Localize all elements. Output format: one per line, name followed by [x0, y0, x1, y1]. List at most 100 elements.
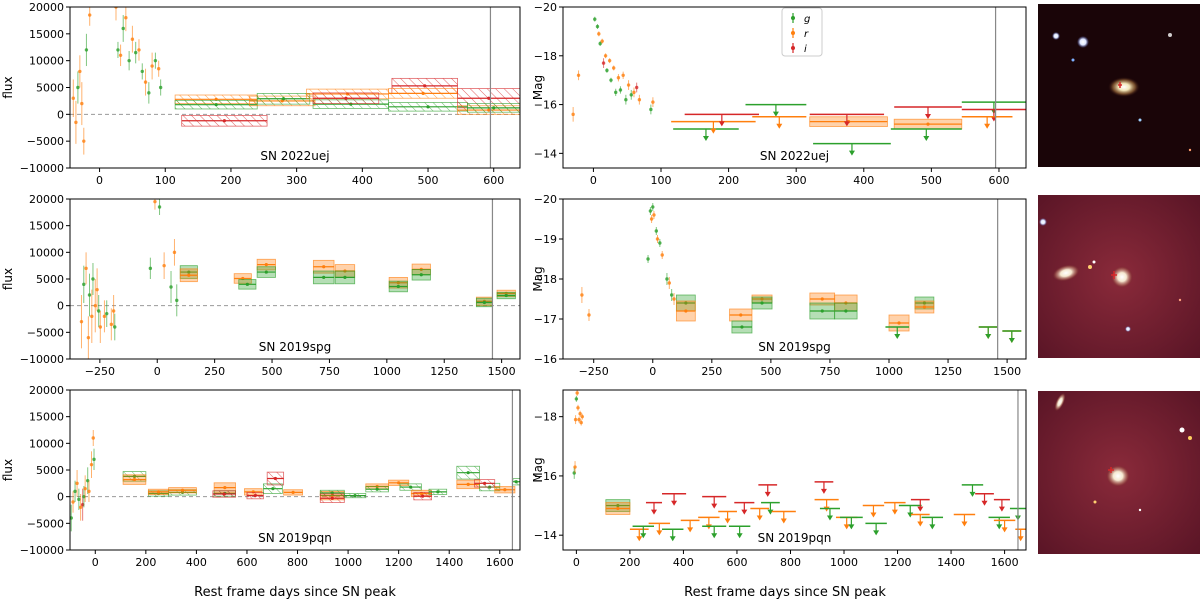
y-tick-label: −5000 — [27, 135, 64, 148]
data-point — [651, 205, 655, 209]
data-point — [109, 322, 114, 327]
panel-mag-1: −250 0 250 500 750 1000 1250 1500 −16 −17 −18 −19 −2… — [531, 193, 1027, 378]
x-tick-label: 250 — [204, 365, 225, 378]
bin-point — [322, 275, 326, 279]
bin-point — [740, 325, 744, 329]
bin-point — [684, 309, 688, 313]
sn-name-annotation: SN 2022uej — [260, 149, 329, 163]
bin-point — [922, 305, 927, 309]
limit-arrow-head — [656, 530, 663, 536]
x-tick-label: 1000 — [334, 556, 362, 569]
limit-arrow-head — [702, 135, 709, 141]
x-tick-label: 600 — [726, 556, 747, 569]
data-point — [576, 406, 580, 410]
data-point — [603, 54, 608, 58]
x-tick-label: 400 — [352, 174, 373, 187]
y-tick-label: 15000 — [29, 28, 64, 41]
limit-arrow-head — [776, 123, 783, 129]
limit-arrow-head — [711, 503, 718, 509]
data-point — [83, 486, 87, 491]
data-point — [89, 462, 94, 467]
bin-point — [514, 480, 518, 484]
x-tick-label: 800 — [287, 556, 308, 569]
data-point — [87, 293, 92, 297]
data-point — [634, 85, 639, 90]
bin-point — [223, 486, 227, 490]
data-point — [626, 83, 631, 87]
x-axis-label-left: Rest frame days since SN peak — [194, 585, 396, 600]
data-point — [79, 319, 84, 324]
limit-arrow-head — [764, 491, 771, 497]
x-tick-label: 0 — [573, 556, 580, 569]
data-point — [82, 282, 86, 287]
data-point — [632, 90, 636, 95]
bin-point — [844, 309, 848, 313]
x-axis-label-right: Rest frame days since SN peak — [684, 585, 886, 600]
data-point — [580, 414, 584, 419]
x-tick-label: 500 — [418, 174, 439, 187]
data-point — [598, 41, 602, 46]
data-point — [157, 205, 162, 209]
data-point — [660, 253, 664, 257]
bin-point — [922, 301, 927, 305]
x-tick-label: 0 — [590, 174, 597, 187]
x-tick-label: 0 — [96, 174, 103, 187]
data-point — [162, 263, 166, 268]
data-point — [124, 16, 128, 20]
y-tick-label: −18 — [534, 273, 557, 286]
data-point — [574, 397, 579, 401]
data-point — [127, 58, 131, 63]
x-tick-label: 1600 — [486, 556, 514, 569]
x-tick-label: 750 — [819, 365, 840, 378]
y-tick-label: −16 — [534, 353, 557, 366]
axes-frame — [562, 198, 1027, 360]
x-tick-label: 1200 — [385, 556, 413, 569]
y-tick-label: −14 — [534, 529, 557, 542]
limit-arrow-head — [724, 518, 731, 524]
data-point — [607, 58, 612, 63]
panel-flux-2: 0 200 400 600 800 1000 1200 1400 1600 −10000 −5000… — [1, 384, 521, 569]
bin-point — [180, 488, 185, 492]
bin-point — [423, 84, 427, 88]
data-point — [651, 100, 655, 104]
data-point — [118, 53, 123, 57]
sn-name-annotation: SN 2019spg — [758, 340, 830, 354]
panel-mag-0: 0 100 200 300 400 500 600 −14 −16 −18 −20 Mag SN 202… — [531, 1, 1027, 187]
data-point — [158, 85, 163, 90]
limit-arrow-head — [843, 121, 850, 127]
data-point — [76, 85, 80, 90]
limit-arrow-head — [780, 518, 787, 524]
limit-arrow-head — [873, 530, 880, 536]
legend-box — [781, 7, 823, 57]
data-point — [150, 64, 154, 68]
data-point — [601, 61, 606, 65]
bin-point — [375, 487, 379, 491]
limit-arrow-head — [687, 527, 694, 533]
bin-point — [503, 488, 507, 492]
limit-arrow-head — [669, 536, 676, 542]
data-point — [91, 436, 95, 440]
x-tick-label: 100 — [155, 174, 176, 187]
x-tick-label: 200 — [619, 556, 640, 569]
bin-point — [344, 96, 348, 100]
limit-arrow-head — [985, 334, 992, 339]
x-tick-label: 500 — [262, 365, 283, 378]
data-point — [130, 37, 135, 41]
x-tick-label: 500 — [921, 174, 942, 187]
x-tick-label: 400 — [853, 174, 874, 187]
x-tick-label: 200 — [135, 556, 156, 569]
limit-arrow-head — [671, 500, 678, 506]
data-point — [611, 66, 616, 70]
legend-dot — [791, 16, 795, 20]
x-tick-label: 1500 — [993, 365, 1021, 378]
axes-frame — [562, 6, 1027, 169]
x-tick-label: 0 — [154, 365, 161, 378]
plot-area — [580, 203, 1022, 343]
limit-arrow-head — [848, 150, 855, 156]
data-point — [614, 90, 618, 95]
data-point — [649, 107, 653, 112]
data-point — [116, 48, 120, 52]
data-point — [578, 412, 582, 416]
bin-point — [187, 270, 191, 274]
